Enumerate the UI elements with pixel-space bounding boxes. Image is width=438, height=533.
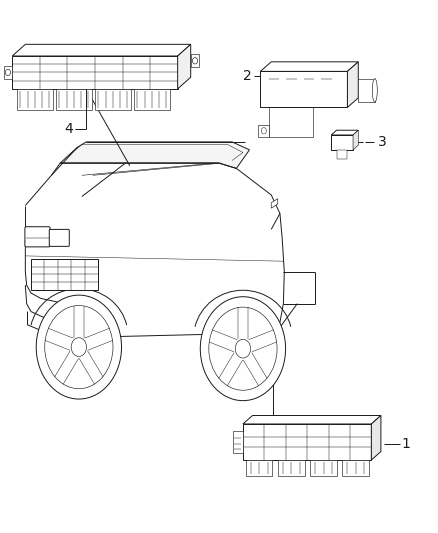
Bar bbox=[269, 108, 313, 136]
Polygon shape bbox=[353, 130, 358, 150]
Polygon shape bbox=[4, 66, 12, 79]
Circle shape bbox=[200, 297, 286, 401]
Polygon shape bbox=[12, 44, 191, 56]
Circle shape bbox=[5, 69, 11, 76]
Polygon shape bbox=[178, 44, 191, 89]
Bar bbox=[246, 460, 272, 476]
Circle shape bbox=[36, 295, 121, 399]
Circle shape bbox=[209, 307, 277, 390]
Text: 2: 2 bbox=[243, 69, 252, 83]
Polygon shape bbox=[371, 416, 381, 460]
Circle shape bbox=[192, 58, 198, 64]
FancyBboxPatch shape bbox=[49, 229, 69, 246]
Bar bbox=[358, 78, 375, 102]
Bar bbox=[343, 460, 369, 476]
Polygon shape bbox=[260, 62, 358, 71]
Bar bbox=[17, 89, 53, 110]
Polygon shape bbox=[258, 125, 269, 136]
Bar bbox=[31, 259, 99, 290]
Bar bbox=[95, 89, 131, 110]
Ellipse shape bbox=[372, 78, 377, 102]
Text: 4: 4 bbox=[64, 122, 73, 135]
FancyBboxPatch shape bbox=[25, 227, 50, 247]
Polygon shape bbox=[271, 199, 278, 208]
Polygon shape bbox=[347, 62, 358, 108]
Circle shape bbox=[71, 338, 87, 357]
Bar bbox=[260, 71, 347, 108]
Polygon shape bbox=[331, 130, 358, 135]
Circle shape bbox=[235, 340, 251, 358]
Bar bbox=[331, 135, 353, 150]
Bar bbox=[337, 150, 347, 159]
Circle shape bbox=[261, 127, 266, 134]
Polygon shape bbox=[191, 54, 198, 67]
Polygon shape bbox=[60, 142, 250, 168]
Bar bbox=[12, 56, 178, 89]
Text: 1: 1 bbox=[402, 437, 410, 451]
Bar bbox=[278, 460, 304, 476]
Bar bbox=[243, 424, 371, 460]
Bar bbox=[56, 89, 92, 110]
Polygon shape bbox=[243, 416, 381, 424]
Text: 3: 3 bbox=[378, 135, 387, 149]
Bar bbox=[134, 89, 170, 110]
Polygon shape bbox=[233, 431, 243, 453]
Bar bbox=[311, 460, 337, 476]
Circle shape bbox=[45, 305, 113, 389]
